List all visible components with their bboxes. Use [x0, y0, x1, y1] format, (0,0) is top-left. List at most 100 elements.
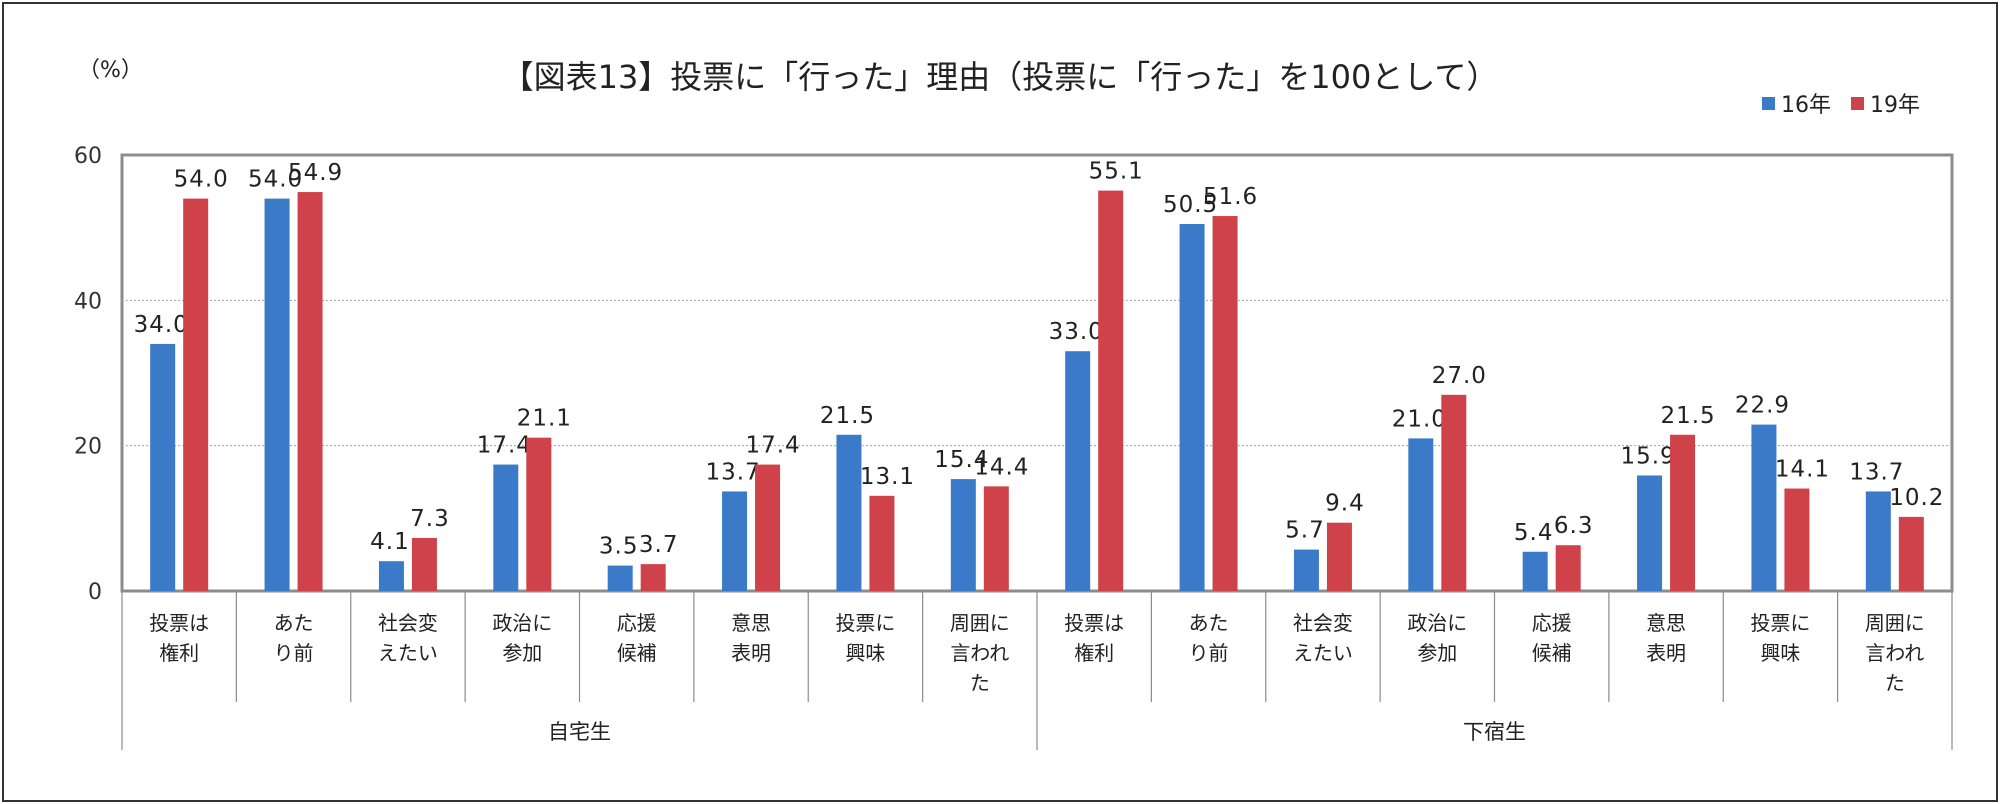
bar-19 [983, 486, 1009, 591]
bar-16 [1522, 551, 1548, 591]
bar-19 [297, 192, 323, 591]
x-tick-label: 表明 [731, 641, 771, 665]
x-tick-label: えたい [1293, 641, 1353, 665]
data-label: 34.0 [134, 312, 189, 338]
bar-19 [526, 437, 552, 591]
x-tick-label: 表明 [1646, 641, 1686, 665]
data-label: 15.9 [1620, 443, 1675, 469]
data-label: 54.9 [288, 160, 343, 186]
data-label: 13.1 [860, 464, 915, 490]
data-label: 3.5 [599, 534, 639, 560]
x-tick-label: 政治に [492, 611, 552, 635]
x-tick-label: 投票に [1750, 611, 1810, 635]
data-label: 21.5 [1660, 403, 1715, 429]
x-tick-label: 興味 [845, 641, 885, 665]
bar-16 [1751, 424, 1777, 591]
x-tick-label: 権利 [159, 641, 199, 665]
y-tick-label: 20 [74, 435, 102, 460]
bar-16 [1408, 438, 1434, 591]
data-label: 21.0 [1392, 406, 1447, 432]
bar-19 [869, 495, 895, 591]
x-tick-label: 周囲に [1865, 611, 1925, 635]
bar-19 [1441, 394, 1467, 591]
legend: 16年 19年 [1762, 87, 1920, 119]
bar-19 [1784, 488, 1810, 591]
data-label: 15.4 [934, 447, 989, 473]
x-tick-label: 意思 [731, 611, 771, 635]
data-label: 54.0 [248, 167, 303, 193]
bar-19 [1212, 216, 1238, 592]
data-label: 14.1 [1775, 457, 1830, 483]
data-label: 33.0 [1049, 319, 1104, 345]
x-tick-label: あた [1189, 611, 1229, 635]
legend-label-16: 16年 [1781, 93, 1831, 118]
bar-16 [1179, 224, 1205, 592]
x-tick-label: 参加 [1417, 641, 1457, 665]
data-label: 21.1 [517, 406, 572, 432]
bar-16 [1865, 491, 1891, 591]
bar-16 [1293, 549, 1319, 591]
bar-19 [640, 564, 666, 591]
bar-16 [150, 343, 176, 591]
bar-16 [950, 479, 976, 591]
legend-item-16: 16年 [1762, 87, 1831, 119]
x-tick-label: り前 [1189, 641, 1229, 665]
data-label: 13.7 [705, 459, 760, 485]
data-label: 10.2 [1889, 485, 1944, 511]
x-tick-label: 参加 [502, 641, 542, 665]
x-tick-label: 意思 [1646, 611, 1686, 635]
x-tick-label: 政治に [1407, 611, 1467, 635]
x-tick-label: 権利 [1074, 641, 1114, 665]
group-label: 下宿生 [1463, 720, 1526, 744]
group-label: 自宅生 [548, 720, 611, 744]
x-tick-label: 投票に [835, 611, 895, 635]
x-tick-label: 社会変 [378, 611, 438, 635]
chart-title: 【図表13】投票に「行った」理由（投票に「行った」を100として） [501, 58, 1499, 96]
data-label: 6.3 [1554, 513, 1594, 539]
data-label: 14.4 [974, 454, 1029, 480]
data-label: 55.1 [1089, 159, 1144, 185]
data-label: 50.5 [1163, 192, 1218, 218]
x-tick-label: 言われ [1865, 641, 1924, 665]
data-label: 13.7 [1849, 459, 1904, 485]
bar-16 [1065, 351, 1091, 591]
bar-16 [1637, 475, 1663, 591]
y-tick-label: 40 [74, 289, 102, 314]
bar-19 [1555, 545, 1581, 591]
data-label: 51.6 [1203, 184, 1258, 210]
x-tick-label: 投票は [1064, 611, 1124, 635]
bar-19 [755, 464, 781, 591]
data-label: 9.4 [1325, 491, 1365, 517]
x-tick-label: 興味 [1760, 641, 1800, 665]
bar-19 [1098, 190, 1124, 591]
data-label: 21.5 [820, 403, 875, 429]
x-tick-label: 周囲に [950, 611, 1010, 635]
bar-19 [1898, 516, 1924, 591]
x-tick-label: た [970, 671, 990, 695]
bar-16 [836, 434, 862, 591]
bar-16 [493, 464, 519, 591]
bar-19 [1326, 522, 1352, 591]
x-tick-label: り前 [274, 641, 314, 665]
bar-19 [1670, 434, 1696, 591]
x-tick-label: 応援 [1532, 611, 1572, 635]
bar-19 [183, 198, 209, 591]
x-tick-label: た [1885, 671, 1905, 695]
data-label: 22.9 [1735, 393, 1790, 419]
y-tick-label: 0 [88, 580, 102, 605]
x-tick-label: 投票は [149, 611, 209, 635]
data-label: 5.7 [1285, 518, 1325, 544]
bar-16 [264, 198, 290, 591]
data-label: 7.3 [410, 506, 450, 532]
bar-19 [411, 537, 437, 591]
data-label: 3.7 [639, 532, 679, 558]
y-axis-unit: （%） [78, 58, 143, 83]
x-tick-label: あた [274, 611, 314, 635]
x-tick-label: 候補 [1532, 641, 1572, 665]
legend-item-19: 19年 [1851, 87, 1920, 119]
data-label: 27.0 [1432, 363, 1487, 389]
x-tick-label: えたい [378, 641, 438, 665]
